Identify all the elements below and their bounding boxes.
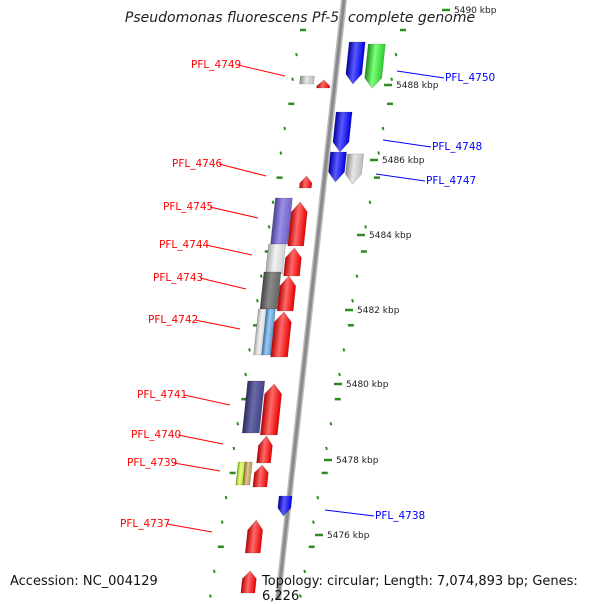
dot-track-left [279, 151, 283, 155]
accession-text: Accession: NC_004129 [10, 574, 158, 589]
gene-label-pfl-4744: PFL_4744 [159, 239, 210, 251]
dot-track-left [291, 77, 294, 81]
gene-label-pfl-4746: PFL_4746 [172, 158, 223, 170]
dot-track-right [303, 569, 307, 574]
gene-pfl-4737 [244, 519, 263, 554]
dot-track-right [299, 594, 302, 598]
dot-track-right [377, 151, 381, 155]
gene-pfl-4749 [316, 79, 331, 89]
gene-pfl-4745 [287, 201, 308, 247]
gene-green [364, 43, 386, 89]
dot-track-left [236, 421, 240, 426]
gene-label-pfl-4749: PFL_4749 [191, 59, 241, 71]
gene-pfl-4749-grey [299, 75, 315, 85]
leader-line [194, 319, 241, 330]
gene-pfl-4741-navy [241, 380, 266, 434]
leader-line [177, 434, 224, 445]
gene-label-pfl-4748: PFL_4748 [432, 141, 482, 153]
genome-summary-text: Topology: circular; Length: 7,074,893 bp… [262, 574, 578, 604]
gene-pfl-4743-grey [259, 271, 282, 310]
dot-track-left [224, 495, 228, 500]
scale-tick-label: 5480 kbp [346, 380, 389, 390]
gene-label-pfl-4741: PFL_4741 [137, 389, 187, 401]
leader-line [183, 394, 231, 406]
leader-line [375, 173, 426, 182]
gene-label-pfl-4745: PFL_4745 [163, 201, 213, 213]
gene-pfl-4742 [270, 311, 292, 358]
dot-track-right [329, 421, 333, 426]
dot-track-right [394, 52, 398, 57]
gene-label-pfl-4740: PFL_4740 [131, 429, 181, 441]
dot-track-left [244, 372, 247, 377]
dot-track-left [232, 446, 236, 451]
scale-tick-label: 5478 kbp [336, 456, 379, 466]
leader-line [209, 206, 259, 219]
dot-track-right [364, 225, 367, 229]
dot-track-left [209, 594, 212, 598]
accession-value: NC_004129 [82, 574, 158, 589]
gene-pfl-4739-tan [242, 461, 253, 486]
scale-tick-label: 5476 kbp [327, 531, 370, 541]
dot-track-right [390, 77, 394, 81]
dot-track-left [267, 225, 271, 229]
gene-forward-bottom [240, 570, 257, 594]
gene-label-pfl-4737: PFL_4737 [120, 518, 170, 530]
leader-line [396, 70, 445, 79]
dot-track-left [295, 52, 298, 57]
gene-label-pfl-4738: PFL_4738 [375, 510, 425, 522]
gene-pfl-4743 [276, 275, 297, 312]
gene-pfl-4744-grey [265, 243, 286, 275]
leader-line [324, 509, 375, 517]
dot-track-right [381, 126, 385, 131]
dot-track-left [271, 200, 275, 205]
gene-pfl-4750-blue [345, 41, 366, 85]
gene-pfl-4747-blue [328, 151, 347, 183]
gene-pfl-4741 [259, 383, 282, 436]
dot-track-right [351, 298, 354, 303]
gene-pfl-4738 [277, 495, 293, 517]
gene-pfl-4746 [299, 175, 313, 189]
gene-label-pfl-4750: PFL_4750 [445, 72, 495, 84]
dot-track-left [255, 298, 259, 303]
dot-track-right [316, 495, 320, 500]
leader-line [218, 163, 267, 177]
dot-track-left [220, 520, 224, 524]
dot-track-left [283, 126, 287, 131]
gene-pfl-4747-grey [345, 153, 364, 185]
dot-track-left [248, 348, 251, 352]
leader-line [166, 523, 213, 533]
gene-pfl-4748 [332, 111, 353, 153]
gene-pfl-4742-steel [261, 308, 276, 356]
map-title: Pseudomonas fluorescens Pf-5, complete g… [124, 10, 476, 26]
dot-track-left [259, 274, 263, 278]
dot-track-left [212, 569, 216, 574]
dot-track-right [342, 348, 346, 352]
scale-tick-label: 5484 kbp [369, 231, 412, 241]
scale-tick-label: 5488 kbp [396, 81, 439, 91]
gene-pfl-4739 [252, 464, 269, 488]
gene-label-pfl-4747: PFL_4747 [426, 175, 476, 187]
gene-pfl-4740 [256, 435, 273, 464]
gene-pfl-4744 [283, 247, 302, 277]
leader-line [237, 64, 286, 77]
leader-line [173, 462, 221, 472]
leader-line [199, 277, 247, 290]
gene-label-pfl-4743: PFL_4743 [153, 272, 203, 284]
gene-label-pfl-4742: PFL_4742 [148, 314, 198, 326]
leader-line [382, 139, 432, 148]
gene-label-pfl-4739: PFL_4739 [127, 457, 177, 469]
leader-line [205, 244, 253, 256]
dot-track-right [325, 446, 328, 451]
dot-track-right [368, 200, 372, 205]
scale-tick-label: 5486 kbp [382, 156, 425, 166]
scale-tick-label: 5482 kbp [357, 306, 400, 316]
dot-track-right [338, 372, 341, 377]
dot-track-right [355, 274, 359, 278]
gene-pfl-4745-purple [270, 197, 293, 245]
dot-track-right [312, 520, 315, 524]
scale-tick-label: 5490 kbp [454, 6, 497, 16]
